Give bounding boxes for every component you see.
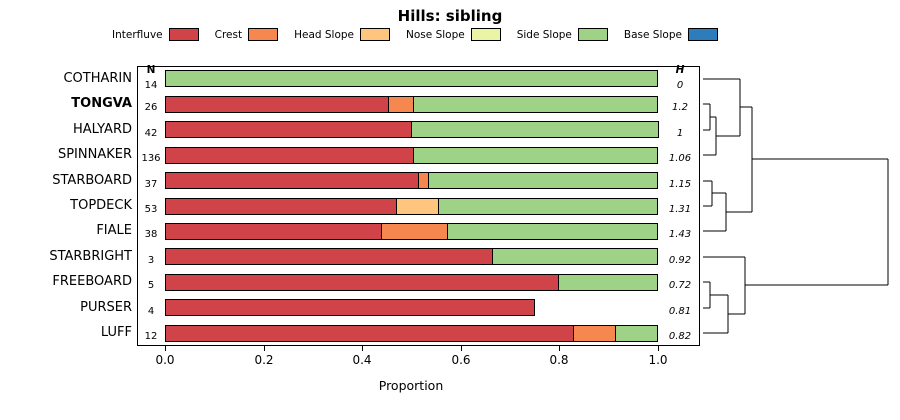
legend-label: Base Slope: [623, 28, 682, 41]
legend-swatch: [577, 28, 608, 41]
n-value: 136: [141, 153, 161, 165]
x-tick: [264, 346, 265, 351]
legend-swatch: [168, 28, 199, 41]
legend-label: Crest: [214, 28, 243, 41]
chart-title: Hills: sibling: [397, 7, 503, 25]
bar: [165, 299, 658, 316]
n-column-header: N: [146, 63, 156, 76]
row-label: FIALE: [96, 223, 132, 239]
bar: [165, 274, 658, 291]
h-value: 1: [676, 127, 684, 139]
x-tick: [165, 346, 166, 351]
h-value: 0.92: [668, 254, 692, 266]
legend-swatch: [248, 28, 279, 41]
bar: [165, 248, 658, 265]
legend-item: Interfluve: [112, 28, 199, 41]
bar: [165, 147, 658, 164]
n-value: 37: [144, 178, 158, 190]
legend-swatch: [360, 28, 391, 41]
h-value: 1.43: [668, 229, 692, 241]
x-tick-label: 0.4: [352, 353, 372, 367]
bar-segment: [492, 248, 658, 265]
row-label: LUFF: [100, 325, 132, 341]
h-value: 0: [676, 79, 684, 91]
bar: [165, 223, 658, 240]
x-tick-label: 0.0: [155, 353, 175, 367]
row-label: SPINNAKER: [57, 147, 132, 163]
bar-segment: [411, 121, 659, 138]
h-value: 1.2: [672, 102, 688, 114]
h-value: 0.81: [668, 305, 692, 317]
x-tick: [559, 346, 560, 351]
n-value: 26: [144, 102, 158, 114]
legend-label: Head Slope: [294, 28, 355, 41]
row-label: TOPDECK: [70, 198, 132, 213]
bar-segment: [428, 172, 658, 189]
legend-swatch: [470, 28, 501, 41]
bar-segment: [558, 274, 658, 291]
x-tick-label: 0.8: [549, 353, 569, 367]
n-value: 3: [147, 254, 155, 266]
row-label: TONGVA: [71, 96, 132, 112]
bar-segment: [413, 147, 658, 164]
row-label: COTHARIN: [63, 70, 132, 86]
bar: [165, 70, 658, 87]
legend-item: Side Slope: [517, 28, 608, 41]
bar-segment: [447, 223, 658, 240]
h-value: 0.72: [668, 280, 692, 292]
row-label: STARBOARD: [52, 172, 132, 188]
n-value: 14: [144, 79, 158, 91]
row-label: HALYARD: [72, 121, 132, 137]
h-value: 1.15: [668, 178, 692, 190]
bar: [165, 198, 658, 215]
bar-segment: [413, 96, 658, 113]
bar: [165, 325, 658, 342]
x-tick: [461, 346, 462, 351]
bar-segment: [615, 325, 658, 342]
row-label: STARBRIGHT: [49, 248, 132, 264]
n-value: 12: [144, 331, 158, 343]
n-value: 42: [144, 127, 158, 139]
x-axis-title: Proportion: [378, 378, 444, 393]
x-tick-label: 0.6: [451, 353, 471, 367]
h-column-header: H: [675, 63, 685, 76]
bar: [165, 121, 659, 138]
n-value: 53: [144, 204, 158, 215]
h-value: 1.06: [668, 153, 692, 165]
x-tick: [362, 346, 363, 351]
bar: [165, 172, 658, 189]
x-tick-label: 1.0: [648, 353, 668, 367]
x-tick-label: 0.2: [254, 353, 274, 367]
h-value: 0.82: [668, 331, 692, 343]
legend-item: Head Slope: [294, 28, 391, 41]
row-label: FREEBOARD: [52, 274, 132, 290]
x-tick: [658, 346, 659, 351]
bar-segment: [438, 198, 658, 215]
bar-segment: [165, 70, 658, 87]
h-value: 1.31: [668, 204, 692, 215]
legend-item: Nose Slope: [406, 28, 501, 41]
legend-item: Base Slope: [624, 28, 718, 41]
legend-item: Crest: [214, 28, 279, 41]
bar-segment: [165, 299, 535, 316]
legend-swatch: [687, 28, 718, 41]
legend-label: Side Slope: [516, 28, 572, 41]
n-value: 38: [144, 229, 158, 241]
row-label: PURSER: [80, 299, 132, 315]
legend-label: Interfluve: [112, 28, 163, 41]
legend: Interfluve Crest Head Slope Nose Slope Side …: [0, 28, 830, 41]
bar: [165, 96, 658, 113]
legend-label: Nose Slope: [406, 28, 465, 41]
n-value: 5: [147, 280, 155, 292]
n-value: 4: [147, 305, 155, 317]
